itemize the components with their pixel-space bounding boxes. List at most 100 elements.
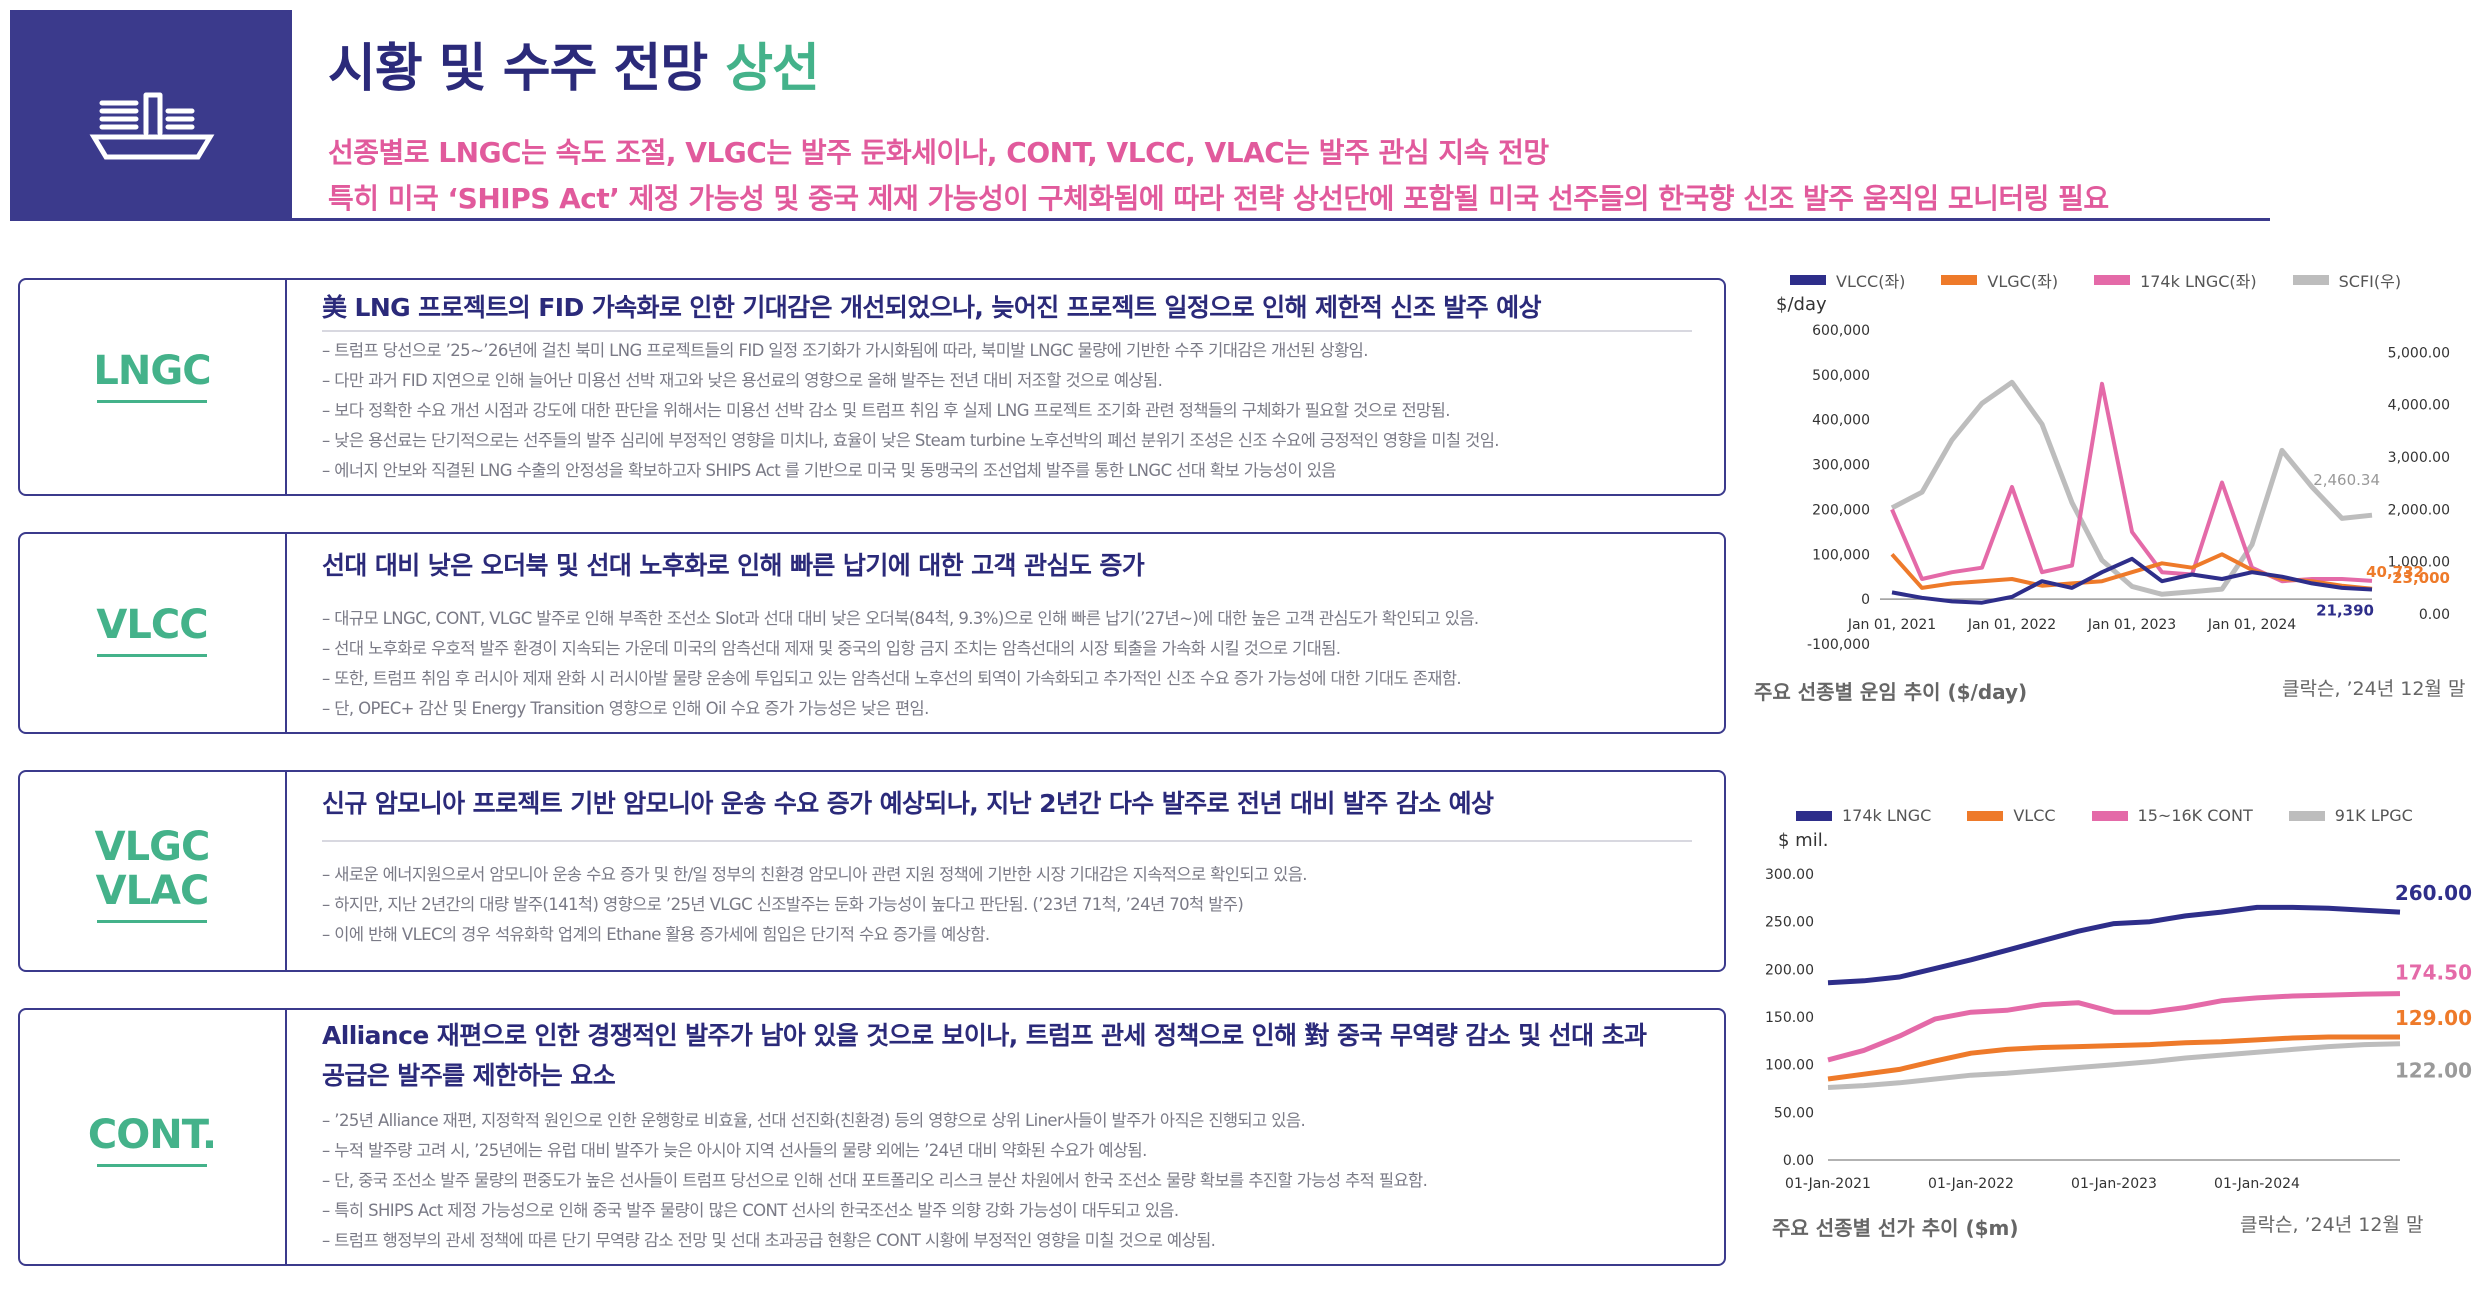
- end-label-lpgc: 122.00: [2395, 1059, 2472, 1083]
- end-label-lngc: 40,732: [2366, 563, 2424, 581]
- legend-label: 91K LPGC: [2334, 806, 2413, 825]
- series-line: [1827, 991, 2401, 1063]
- card-label-vlgc: VLGC: [94, 824, 211, 870]
- x-tick-label: Jan 01, 2022: [1967, 617, 2056, 633]
- y-left-tick-label: 500,000: [1812, 368, 1870, 384]
- y-tick-label: 300.00: [1765, 867, 1814, 883]
- y-tick-label: 100.00: [1765, 1058, 1814, 1074]
- legend-item: SCFI(우): [2292, 268, 2402, 292]
- card-bullets: – 대규모 LNGC, CONT, VLGC 발주로 인해 부족한 조선소 Sl…: [322, 604, 1704, 724]
- bullet-item: – 트럼프 당선으로 ’25~’26년에 걸친 북미 LNG 프로젝트들의 FI…: [322, 341, 1369, 360]
- y-left-tick-label: 400,000: [1812, 413, 1870, 429]
- card-headline-rule: [322, 330, 1692, 332]
- card-cont: CONT. Alliance 재편으로 인한 경쟁적인 발주가 남아 있을 것으…: [18, 1008, 1726, 1266]
- y-right-tick-label: 1,000.00: [2388, 555, 2450, 571]
- series-line: [1890, 379, 2373, 597]
- legend-swatch: [1967, 810, 2004, 821]
- card-bullets: – 새로운 에너지원으로서 암모니아 운송 수요 증가 및 한/일 정부의 친환…: [322, 860, 1704, 950]
- card-bullets: – ’25년 Alliance 재편, 지정학적 원인으로 인한 운행항로 비효…: [322, 1106, 1704, 1256]
- bullet-item: – 보다 정확한 수요 개선 시점과 강도에 대한 판단을 위해서는 미용선 선…: [322, 401, 1450, 420]
- legend-label: VLCC: [2013, 806, 2056, 825]
- card-vlcc: VLCC 선대 대비 낮은 오더북 및 선대 노후화로 인해 빠른 납기에 대한…: [18, 532, 1726, 734]
- bullet-item: – ’25년 Alliance 재편, 지정학적 원인으로 인한 운행항로 비효…: [322, 1111, 1306, 1130]
- legend-swatch: [1941, 275, 1978, 285]
- x-tick-label: 01-Jan-2024: [2214, 1176, 2300, 1192]
- x-tick-label: Jan 01, 2024: [2207, 617, 2296, 633]
- card-headline: Alliance 재편으로 인한 경쟁적인 발주가 남아 있을 것으로 보이나,…: [322, 1016, 1702, 1096]
- card-vlgc-vlac: VLGC VLAC 신규 암모니아 프로젝트 기반 암모니아 운송 수요 증가 …: [18, 770, 1726, 972]
- subtitle-line-1: 선종별로 LNGC는 속도 조절, VLGC는 발주 둔화세이나, CONT, …: [328, 136, 1549, 169]
- end-label-vlcc: 21,390: [2316, 602, 2374, 620]
- card-divider: [285, 1010, 287, 1264]
- series-line: [1827, 1034, 2400, 1082]
- y-left-tick-label: -100,000: [1807, 637, 1870, 653]
- price-chart: 300.00 250.00 200.00 150.00 100.00 50.00 0.00 0…: [1765, 867, 2472, 1192]
- legend-label: 174k LNGC(좌): [2140, 272, 2257, 291]
- bullet-item: – 낮은 용선료는 단기적으로는 선주들의 발주 심리에 부정적인 영향을 미치…: [322, 431, 1500, 450]
- title-accent: 상선: [725, 39, 820, 99]
- end-label-vlcc: 129.00: [2395, 1006, 2472, 1030]
- end-label-scfi: 2,460.34: [2313, 471, 2380, 489]
- legend-item: 174k LNGC(좌): [2094, 268, 2257, 292]
- price-chart-legend: 174k LNGC VLCC 15~16K CONT 91K LPGC: [1796, 806, 2413, 825]
- y-tick-label: 50.00: [1774, 1105, 1814, 1121]
- freight-y-unit: $/day: [1776, 294, 1827, 315]
- bullet-item: – 단, 중국 조선소 발주 물량의 편중도가 높은 선사들이 트럼프 당선으로…: [322, 1171, 1428, 1190]
- bullet-item: – 대규모 LNGC, CONT, VLGC 발주로 인해 부족한 조선소 Sl…: [322, 609, 1479, 628]
- end-label-cont: 174.50: [2395, 961, 2472, 985]
- freight-chart-source: 클락슨, ’24년 12월 말: [2282, 678, 2466, 700]
- y-tick-label: 150.00: [1765, 1010, 1814, 1026]
- y-tick-label: 0.00: [1783, 1153, 1814, 1169]
- card-headline-rule: [322, 840, 1692, 842]
- x-tick-label: 01-Jan-2023: [2071, 1176, 2157, 1192]
- card-label-lngc: LNGC: [93, 348, 211, 394]
- legend-label: VLCC(좌): [1836, 272, 1906, 291]
- x-tick-label: Jan 01, 2021: [1847, 617, 1936, 633]
- price-chart-caption: 주요 선종별 선가 추이 ($m): [1772, 1216, 2019, 1240]
- legend-label: SCFI(우): [2338, 272, 2402, 291]
- card-label-underline: [97, 400, 207, 403]
- y-right-tick-label: 5,000.00: [2388, 345, 2450, 361]
- price-y-unit: $ mil.: [1778, 830, 1829, 851]
- legend-item: VLCC(좌): [1790, 268, 1905, 292]
- legend-swatch: [2288, 810, 2325, 821]
- ship-icon: [89, 92, 215, 160]
- end-label-lngc: 260.00: [2395, 881, 2472, 905]
- end-label-vlgc: 23,000: [2392, 569, 2450, 587]
- y-tick-label: 200.00: [1765, 962, 1814, 978]
- card-label-underline: [97, 920, 207, 923]
- series-line: [1891, 556, 2373, 605]
- bullet-item: – 하지만, 지난 2년간의 대량 발주(141척) 영향으로 ’25년 VLG…: [322, 895, 1244, 914]
- bullet-item: – 다만 과거 FID 지연으로 인해 늘어난 미용선 선박 재고와 낮은 용선…: [322, 371, 1163, 390]
- legend-item: VLCC: [1967, 806, 2056, 825]
- freight-chart-legend: VLCC(좌) VLGC(좌) 174k LNGC(좌) SCFI(우): [1790, 268, 2401, 292]
- page-subtitle: 선종별로 LNGC는 속도 조절, VLGC는 발주 둔화세이나, CONT, …: [328, 130, 2109, 222]
- card-lngc: LNGC 美 LNG 프로젝트의 FID 가속화로 인한 기대감은 개선되었으나…: [18, 278, 1726, 496]
- card-headline: 신규 암모니아 프로젝트 기반 암모니아 운송 수요 증가 예상되나, 지난 2…: [322, 789, 1494, 818]
- legend-swatch: [2292, 275, 2329, 285]
- y-tick-label: 250.00: [1765, 915, 1814, 931]
- bullet-item: – 단, OPEC+ 감산 및 Energy Transition 영향으로 인…: [322, 699, 929, 718]
- bullet-item: – 에너지 안보와 직결된 LNG 수출의 안정성을 확보하고자 SHIPS A…: [322, 461, 1336, 480]
- legend-label: 15~16K CONT: [2137, 806, 2253, 825]
- freight-chart: 600,000 500,000 400,000 300,000 200,000 100,0…: [1807, 323, 2450, 653]
- y-left-tick-label: 600,000: [1812, 323, 1870, 339]
- card-bullets: – 트럼프 당선으로 ’25~’26년에 걸친 북미 LNG 프로젝트들의 FI…: [322, 336, 1704, 486]
- price-chart-source: 클락슨, ’24년 12월 말: [2240, 1214, 2424, 1236]
- legend-item: 15~16K CONT: [2091, 806, 2253, 825]
- series-line: [1890, 381, 2373, 584]
- y-left-tick-label: 200,000: [1812, 502, 1870, 518]
- card-label-underline: [97, 1164, 207, 1167]
- series-line: [1827, 1041, 2401, 1090]
- freight-chart-caption: 주요 선종별 운임 추이 ($/day): [1754, 680, 2028, 704]
- bullet-item: – 누적 발주량 고려 시, ’25년에는 유럽 대비 발주가 늦은 아시아 지…: [322, 1141, 1147, 1160]
- card-divider: [285, 534, 287, 732]
- header-icon-box: [10, 10, 292, 220]
- card-label-vlcc: VLCC: [96, 602, 208, 648]
- legend-swatch: [1796, 810, 1832, 821]
- y-right-tick-label: 2,000.00: [2388, 502, 2450, 518]
- y-right-tick-label: 4,000.00: [2388, 398, 2450, 414]
- x-tick-label: Jan 01, 2023: [2087, 617, 2176, 633]
- bullet-item: – 새로운 에너지원으로서 암모니아 운송 수요 증가 및 한/일 정부의 친환…: [322, 865, 1308, 884]
- y-right-tick-label: 3,000.00: [2388, 450, 2450, 466]
